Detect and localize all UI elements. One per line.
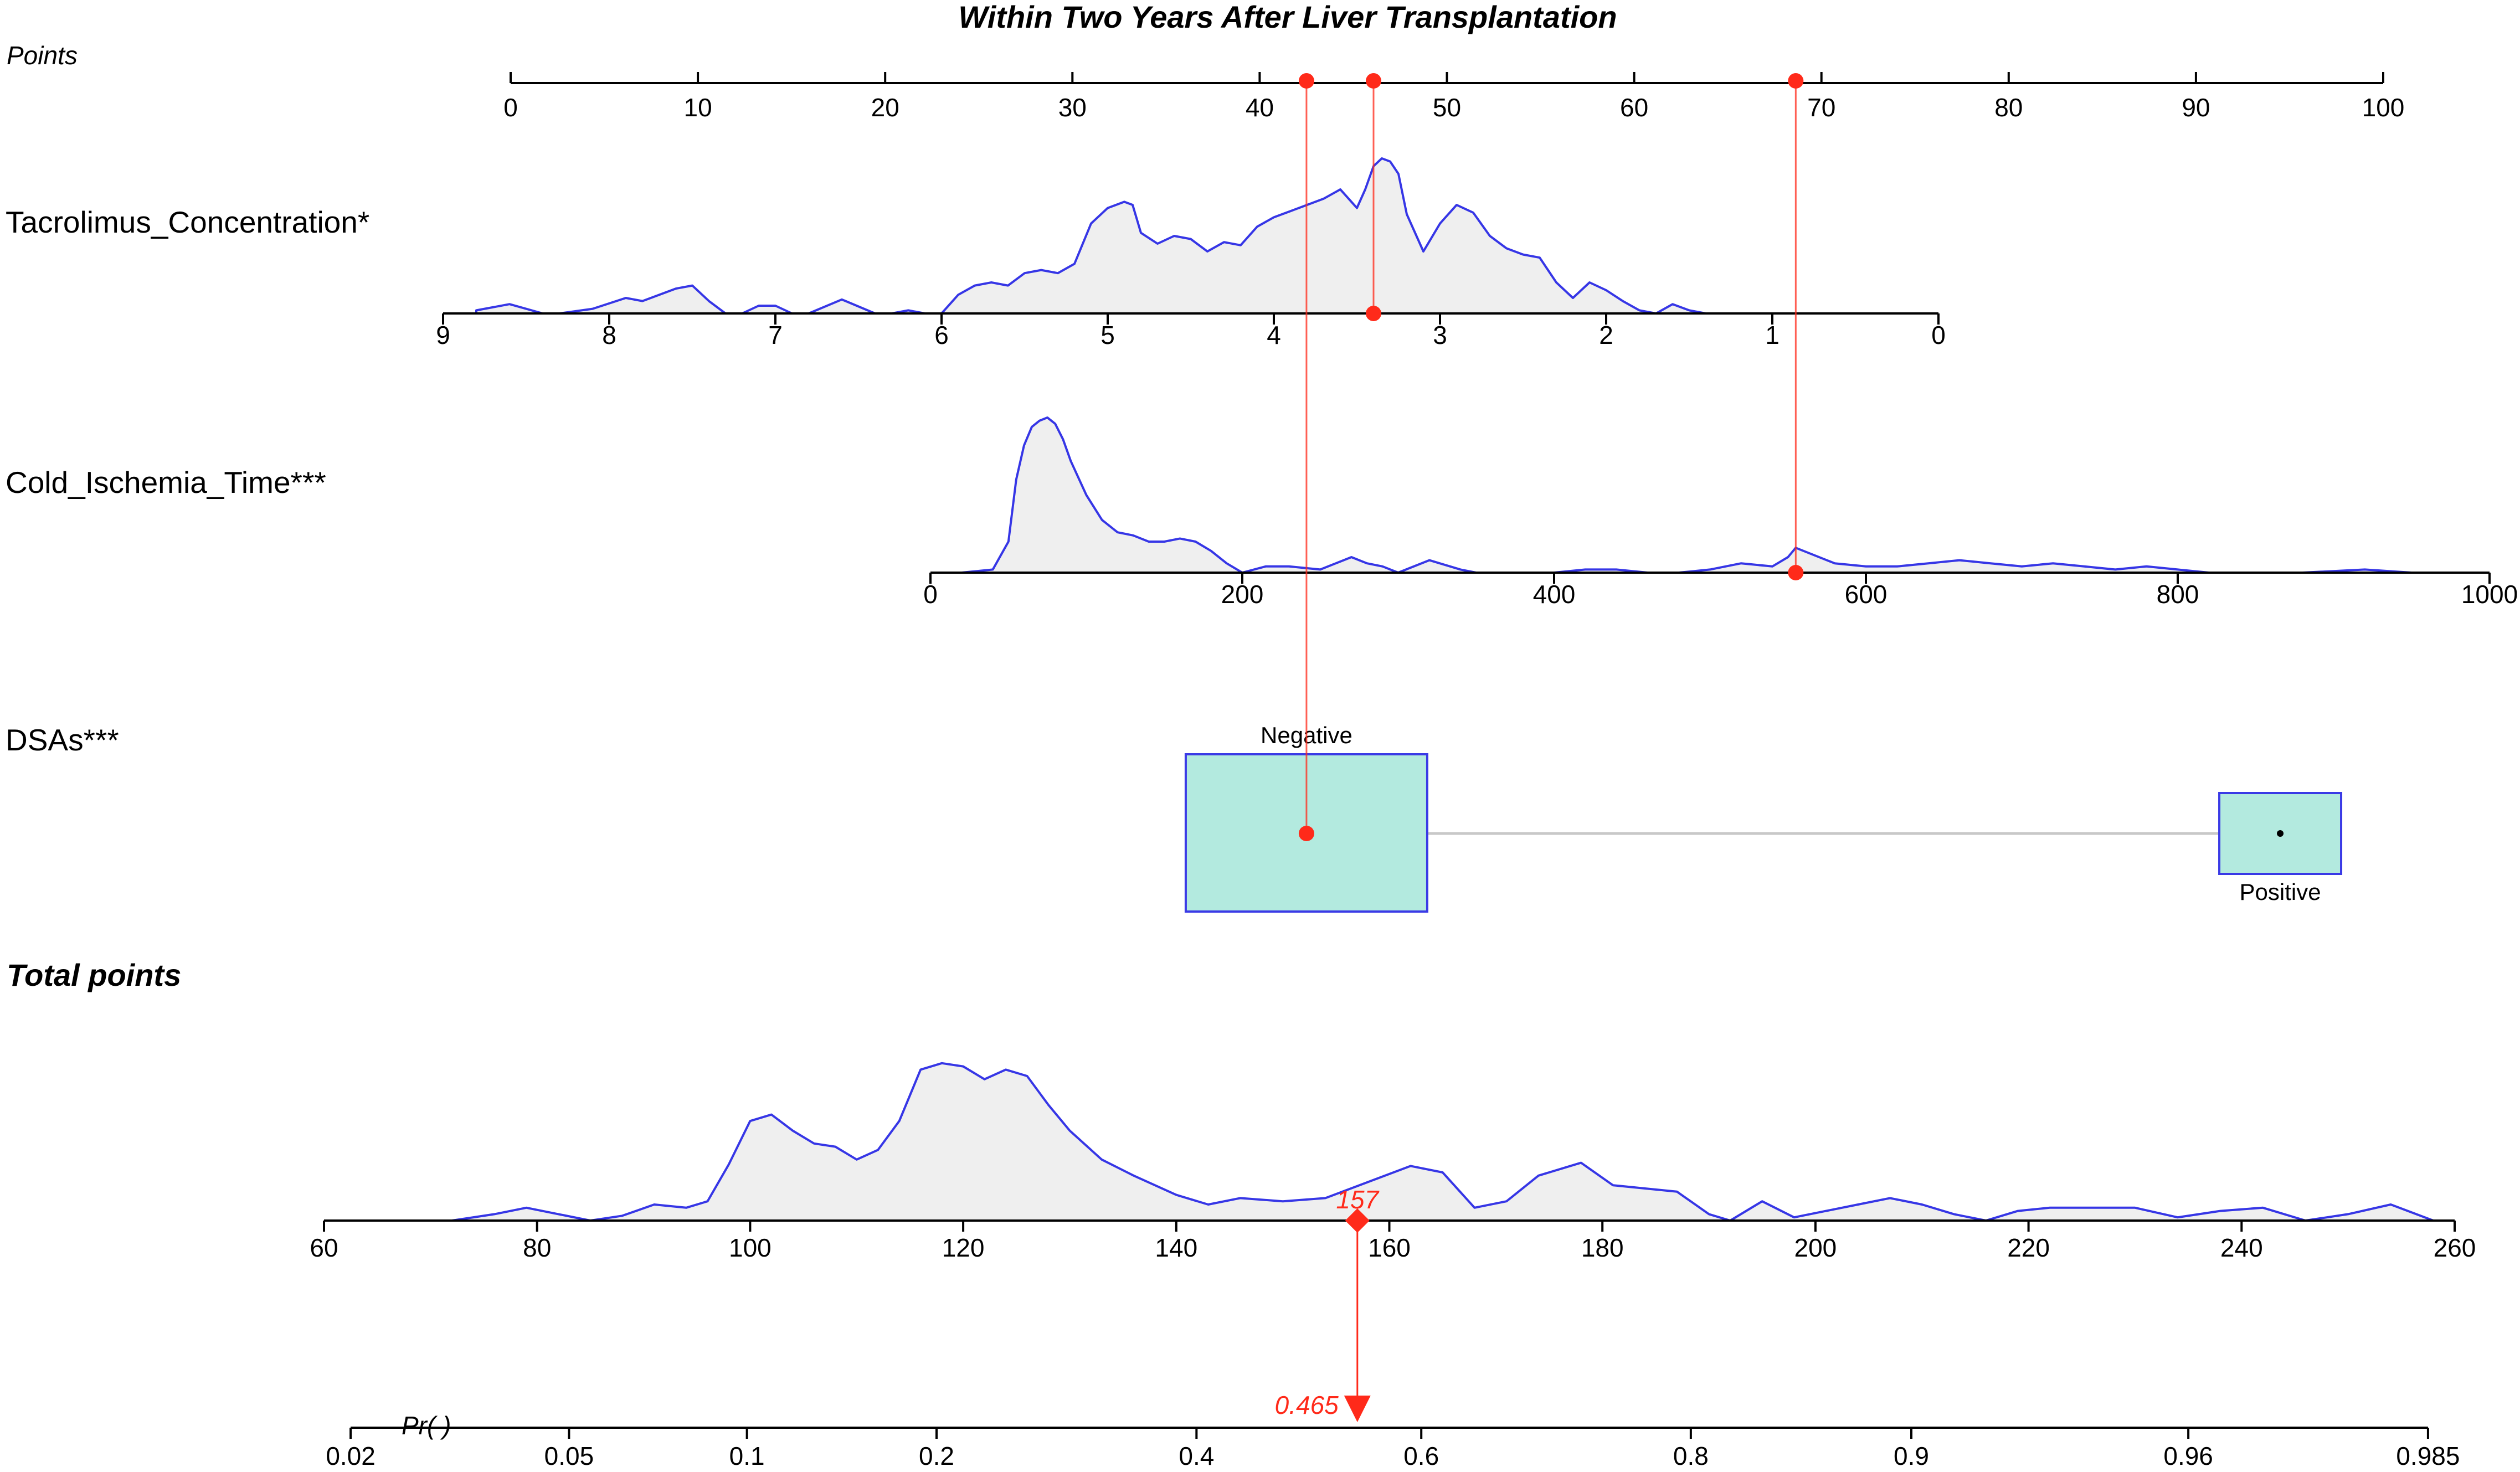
probability-tick-label: 0.8 <box>1673 1442 1709 1470</box>
tacrolimus-marker <box>1366 306 1381 321</box>
probability-tick-label: 0.05 <box>544 1442 594 1470</box>
total-points-tick-label: 220 <box>2007 1233 2050 1262</box>
total-points-tick-label: 80 <box>523 1233 551 1262</box>
cold-ischemia-tick-label: 0 <box>923 580 938 609</box>
total-points-tick-label: 180 <box>1581 1233 1624 1262</box>
total-points-tick-label: 160 <box>1368 1233 1411 1262</box>
probability-tick-label: 0.6 <box>1403 1442 1439 1470</box>
points-tick-label: 50 <box>1433 93 1461 122</box>
probability-tick-label: 0.02 <box>326 1442 376 1470</box>
tacrolimus-tick-label: 3 <box>1433 321 1447 349</box>
points-tick-label: 10 <box>684 93 712 122</box>
tacrolimus-tick-label: 4 <box>1267 321 1281 349</box>
points-tick-label: 70 <box>1807 93 1835 122</box>
tacrolimus-tick-label: 7 <box>768 321 783 349</box>
cold-ischemia-row: 0 200 400 600 800 1000 <box>923 416 2518 609</box>
cold-ischemia-density-curve <box>960 416 2413 574</box>
points-tick-label: 30 <box>1058 93 1087 122</box>
total-points-tick-label: 200 <box>1794 1233 1837 1262</box>
points-marker <box>1298 73 1314 89</box>
total-points-tick-label: 260 <box>2434 1233 2476 1262</box>
dsas-marker <box>1298 826 1314 841</box>
total-points-tick-label: 100 <box>729 1233 772 1262</box>
cold-ischemia-tick-label: 600 <box>1845 580 1888 609</box>
probability-tick-label: 0.9 <box>1894 1442 1929 1470</box>
probability-tick-label: 0.985 <box>2396 1442 2460 1470</box>
tacrolimus-tick-label: 5 <box>1100 321 1115 349</box>
probability-tick-label: 0.2 <box>919 1442 954 1470</box>
dsas-positive-dot <box>2277 830 2284 837</box>
total-points-row: 60 80 100 120 140 160 180 200 220 240 260 <box>310 1062 2476 1262</box>
points-tick-label: 0 <box>503 93 518 122</box>
points-tick-label: 90 <box>2182 93 2210 122</box>
total-points-tick-label: 240 <box>2220 1233 2263 1262</box>
dsas-label: DSAs*** <box>6 723 119 757</box>
probability-value: 0.465 <box>1275 1391 1339 1419</box>
points-tick-label: 80 <box>1994 93 2023 122</box>
points-marker <box>1788 73 1804 89</box>
dsas-positive-label: Positive <box>2240 879 2321 905</box>
total-points-tick-label: 60 <box>310 1233 338 1262</box>
total-points-value: 157 <box>1336 1185 1379 1214</box>
total-points-marker <box>1345 1208 1370 1233</box>
points-axis: 0 10 20 30 40 50 60 70 80 90 100 <box>503 72 2404 122</box>
tacrolimus-tick-label: 8 <box>602 321 616 349</box>
tacrolimus-tick-label: 9 <box>436 321 450 349</box>
tacrolimus-tick-label: 6 <box>934 321 949 349</box>
points-tick-label: 60 <box>1620 93 1648 122</box>
cold-ischemia-tick-label: 1000 <box>2461 580 2518 609</box>
points-tick-label: 40 <box>1246 93 1274 122</box>
total-points-density-curve <box>450 1062 2435 1222</box>
probability-marker <box>1344 1396 1371 1422</box>
chart-title: Within Two Years After Liver Transplanta… <box>958 0 1617 34</box>
probability-tick-label: 0.4 <box>1179 1442 1214 1470</box>
cold-ischemia-tick-label: 400 <box>1533 580 1576 609</box>
probability-axis-label: Pr( ) <box>402 1411 451 1440</box>
points-marker <box>1366 73 1381 89</box>
marker-overlay: 157 0.465 <box>1275 73 1804 1422</box>
tacrolimus-tick-label: 2 <box>1599 321 1613 349</box>
points-tick-label: 20 <box>871 93 899 122</box>
cold-ischemia-tick-label: 800 <box>2157 580 2199 609</box>
points-tick-label: 100 <box>2362 93 2405 122</box>
tacrolimus-tick-label: 1 <box>1765 321 1780 349</box>
tacrolimus-tick-label: 0 <box>1931 321 1946 349</box>
probability-axis: 0.02 0.05 0.1 0.2 0.4 0.6 0.8 0.9 0.96 0.985 <box>326 1427 2460 1470</box>
tacrolimus-label: Tacrolimus_Concentration* <box>6 205 369 239</box>
cold-ischemia-label: Cold_Ischemia_Time*** <box>6 465 326 500</box>
tacrolimus-density-curve <box>475 157 1923 315</box>
cold-ischemia-marker <box>1788 565 1804 580</box>
probability-tick-label: 0.1 <box>729 1442 765 1470</box>
cold-ischemia-tick-label: 200 <box>1221 580 1264 609</box>
probability-tick-label: 0.96 <box>2163 1442 2213 1470</box>
tacrolimus-row: 9 8 7 6 5 4 3 2 1 0 <box>436 157 1946 349</box>
total-points-label: Total points <box>7 958 181 992</box>
total-points-tick-label: 140 <box>1155 1233 1197 1262</box>
total-points-tick-label: 120 <box>942 1233 985 1262</box>
points-axis-label: Points <box>7 41 78 70</box>
